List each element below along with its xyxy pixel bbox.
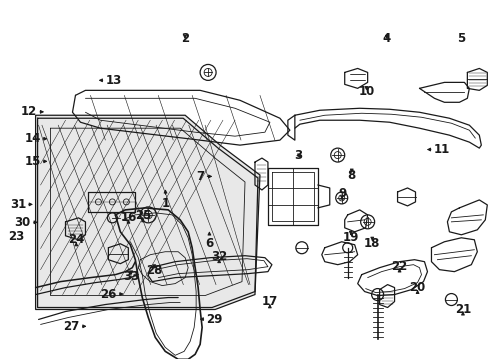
Text: 14: 14 xyxy=(24,132,41,145)
Text: 26: 26 xyxy=(100,288,117,301)
Text: 27: 27 xyxy=(63,320,80,333)
Text: 20: 20 xyxy=(408,281,425,294)
Text: 5: 5 xyxy=(456,32,465,45)
Text: 12: 12 xyxy=(21,105,37,118)
Text: 21: 21 xyxy=(454,302,470,316)
Text: 4: 4 xyxy=(382,32,390,45)
Text: 17: 17 xyxy=(261,296,277,309)
Text: 8: 8 xyxy=(347,168,355,181)
Text: 24: 24 xyxy=(68,233,84,246)
Text: 10: 10 xyxy=(358,85,374,98)
Text: 11: 11 xyxy=(433,143,449,156)
Text: 7: 7 xyxy=(196,170,204,183)
Text: 28: 28 xyxy=(146,264,162,277)
Text: 2: 2 xyxy=(181,32,189,45)
Text: 22: 22 xyxy=(390,260,407,273)
Text: 33: 33 xyxy=(123,270,139,283)
Text: 13: 13 xyxy=(105,74,122,87)
Text: 29: 29 xyxy=(206,312,223,326)
Text: 6: 6 xyxy=(205,237,213,250)
Text: 15: 15 xyxy=(24,155,41,168)
Polygon shape xyxy=(36,115,260,310)
Text: 32: 32 xyxy=(211,250,227,263)
Text: 25: 25 xyxy=(135,209,151,222)
Text: 1: 1 xyxy=(161,197,169,210)
Text: 31: 31 xyxy=(10,198,26,211)
Text: 9: 9 xyxy=(337,187,346,200)
Text: 18: 18 xyxy=(364,237,380,250)
Text: 23: 23 xyxy=(8,230,24,243)
Text: 19: 19 xyxy=(342,231,358,244)
Text: 16: 16 xyxy=(120,211,136,224)
Text: 3: 3 xyxy=(293,149,302,162)
Text: 30: 30 xyxy=(15,216,31,229)
